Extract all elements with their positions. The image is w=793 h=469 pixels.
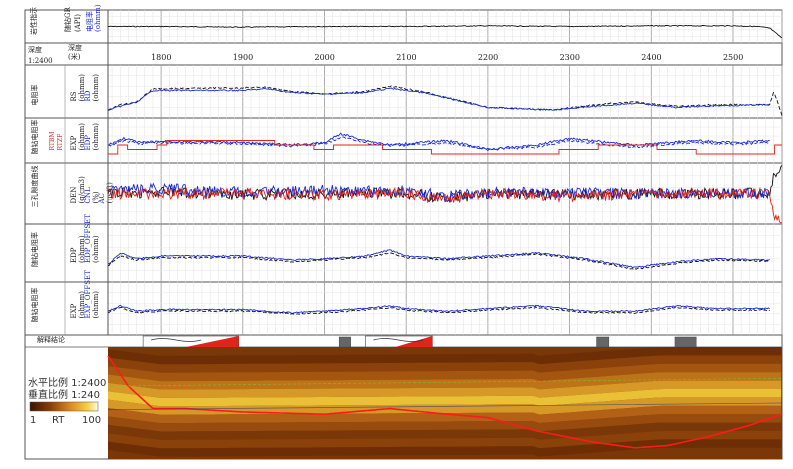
curve-unit: (ohmm) — [92, 74, 100, 102]
legend-var: RT — [52, 415, 65, 426]
section-layer-band — [108, 389, 782, 407]
curve-name: EDP — [84, 135, 92, 151]
extra-curve-name: RTZF — [57, 134, 64, 151]
section-panel — [107, 347, 783, 459]
x-tick-label: 2300 — [560, 53, 580, 62]
curve-name: EDP_OFFSET — [84, 214, 92, 263]
curve-name: CNL — [84, 187, 92, 203]
series-line-edp — [107, 136, 770, 151]
curve-unit: (ohmm) — [78, 74, 86, 102]
track-name: 电阻率 — [30, 85, 39, 106]
interp-box — [338, 336, 351, 348]
x-tick-label: 2000 — [314, 53, 334, 62]
header-labels: 岩性指示 随钻GR 电阻率 (API) (ohmm) 深度 1:2400 深度 … — [28, 4, 102, 65]
curve-name: EXP_OFFSET — [84, 270, 92, 319]
series-line-exp — [107, 304, 770, 314]
track1-curve-gr: 随钻GR — [63, 6, 72, 32]
section-layer-band — [108, 363, 782, 382]
section-layer-band — [108, 439, 782, 457]
track-name: 三孔隙度曲线 — [30, 166, 39, 208]
track1-curve-res: 电阻率 — [85, 11, 94, 32]
legend-max: 100 — [82, 415, 101, 426]
x-tick-label: 2500 — [723, 53, 743, 62]
curve-unit: (ohmm) — [92, 291, 100, 319]
target-line — [107, 402, 783, 411]
interpretation-label: 解释结论 — [37, 335, 65, 344]
extra-curve-name: RTBM — [49, 132, 56, 151]
series-line-随钻gr — [107, 24, 783, 39]
series-line-edp — [107, 249, 770, 269]
series-line-rd — [107, 87, 770, 111]
track-name: 随钻电阻率 — [30, 288, 39, 323]
color-legend: 水平比例 1:2400 垂直比例 1:240 1 RT 100 — [28, 376, 106, 426]
series-line-cnl — [107, 182, 771, 202]
section-layer-band — [108, 372, 782, 390]
interp-box — [674, 336, 697, 348]
track-labels: 电阻率 RS RD(ohmm) (ohmm)随钻电阻率 EXP EDP(ohmm) (ohm… — [30, 74, 114, 323]
curve-unit: (ohmm) — [92, 235, 100, 263]
curve-unit: (ohmm) — [92, 123, 100, 151]
x-tick-label: 1800 — [151, 53, 171, 62]
curve-unit: (us/ft) — [106, 182, 114, 204]
section-layer-band — [108, 380, 782, 398]
section-layer-band — [108, 347, 782, 365]
curve-unit: (ohmm) — [78, 123, 86, 151]
curve-unit: (ohmm) — [78, 235, 86, 263]
x-tick-label: 2100 — [396, 53, 416, 62]
track1-name: 岩性指示 — [29, 7, 38, 35]
depth-unit-label: 深度 — [68, 43, 82, 52]
track-name: 随钻电阻率 — [30, 232, 39, 267]
section-layer-band — [108, 414, 782, 432]
series-line-ac — [107, 186, 782, 224]
curve-unit: (%) — [92, 191, 100, 203]
section-layer-band — [108, 355, 782, 373]
series-line-exp_offset — [107, 306, 770, 315]
depth-label: 深度 — [28, 45, 42, 54]
h-scale-label: 水平比例 1:2400 — [28, 376, 106, 389]
curve-name: DEN — [70, 187, 78, 204]
series-line-exp — [108, 132, 770, 152]
curve-name: RS — [70, 91, 78, 101]
curve-name: EDP — [70, 247, 78, 263]
section-layer-band — [108, 431, 782, 449]
interp-zone-wedge — [186, 336, 239, 347]
v-scale-label: 垂直比例 1:240 — [28, 388, 100, 401]
wellpath-line — [107, 355, 783, 449]
series-line-edp_offset — [107, 252, 770, 271]
section-layer-band — [108, 422, 782, 440]
curve-unit: (ohmm) — [78, 291, 86, 319]
x-tick-label: 1900 — [233, 53, 253, 62]
curve-name: AC — [98, 193, 106, 204]
legend-colorbar — [29, 401, 99, 412]
x-tick-label: 2400 — [641, 53, 661, 62]
tracks-layer: 1800 1900 2000 2100 2200 2300 2400 2500 — [25, 10, 783, 336]
curve-name: RD — [84, 90, 92, 101]
interp-zone-symbol — [151, 338, 202, 342]
boundary-line — [107, 378, 783, 387]
legend-min: 1 — [30, 415, 36, 426]
interp-box — [596, 336, 610, 348]
track1-unit-res: (ohmm) — [94, 4, 102, 32]
curve-unit: (g/cm3) — [78, 176, 86, 204]
scale-label: 1:2400 — [28, 57, 53, 65]
depth-unit-sub: (米) — [68, 52, 81, 61]
series-line-rtbm — [108, 140, 782, 155]
x-tick-label: 2200 — [478, 53, 498, 62]
interp-zone-symbol — [373, 338, 424, 342]
curve-name: EXP — [70, 135, 78, 150]
track1-unit-gr: (API) — [74, 14, 82, 32]
curve-name: EXP — [70, 303, 78, 318]
track-name: 随钻电阻率 — [30, 120, 39, 155]
